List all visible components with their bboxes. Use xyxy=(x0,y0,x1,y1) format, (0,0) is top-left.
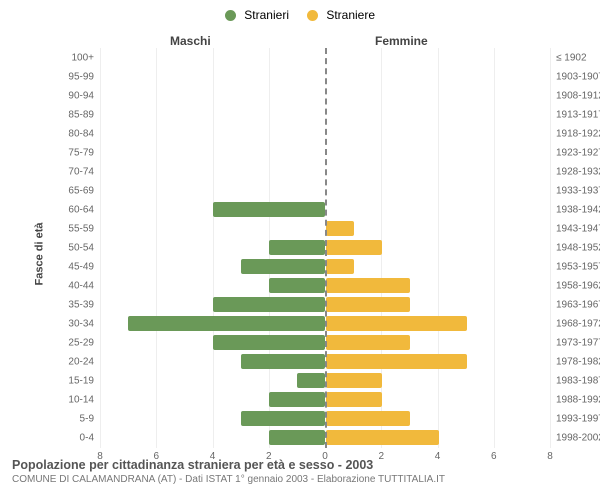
age-label: 45-49 xyxy=(68,261,94,272)
birth-label: 1988-1992 xyxy=(556,394,600,405)
bar-female xyxy=(326,392,382,407)
birth-label: 1968-1972 xyxy=(556,318,600,329)
bar-female xyxy=(326,411,410,426)
legend-label-male: Stranieri xyxy=(244,8,289,22)
y-axis-label-left: Fasce di età xyxy=(33,223,45,286)
birth-label: 1973-1977 xyxy=(556,337,600,348)
legend-item-female: Straniere xyxy=(307,8,375,22)
bar-female xyxy=(326,316,467,331)
legend: Stranieri Straniere xyxy=(0,4,600,26)
age-label: 30-34 xyxy=(68,318,94,329)
age-label: 10-14 xyxy=(68,394,94,405)
bar-male xyxy=(128,316,325,331)
birth-label: 1948-1952 xyxy=(556,242,600,253)
bar-male xyxy=(213,297,326,312)
chart-subtitle: COMUNE DI CALAMANDRANA (AT) - Dati ISTAT… xyxy=(12,474,588,485)
birth-label: 1923-1927 xyxy=(556,147,600,158)
bar-male xyxy=(269,240,325,255)
bar-male xyxy=(241,354,325,369)
chart-title: Popolazione per cittadinanza straniera p… xyxy=(12,458,588,472)
bar-female xyxy=(326,221,354,236)
birth-label: 1953-1957 xyxy=(556,261,600,272)
bar-female xyxy=(326,278,410,293)
birth-label: 1933-1937 xyxy=(556,185,600,196)
bar-male xyxy=(269,278,325,293)
bar-male xyxy=(269,430,325,445)
bar-female xyxy=(326,240,382,255)
bar-male xyxy=(297,373,325,388)
birth-label: ≤ 1902 xyxy=(556,52,587,63)
birth-label: 1943-1947 xyxy=(556,223,600,234)
bar-female xyxy=(326,430,439,445)
chart-footer: Popolazione per cittadinanza straniera p… xyxy=(12,458,588,485)
bar-female xyxy=(326,335,410,350)
birth-label: 1978-1982 xyxy=(556,356,600,367)
bar-male xyxy=(213,335,326,350)
column-title-male: Maschi xyxy=(170,34,211,48)
y-ticks-age: 100+ 95-99 90-94 85-89 80-84 75-79 70-74 65-69 6… xyxy=(50,48,94,448)
age-label: 65-69 xyxy=(68,185,94,196)
age-label: 5-9 xyxy=(80,413,94,424)
age-label: 20-24 xyxy=(68,356,94,367)
bar-male xyxy=(213,202,326,217)
age-label: 70-74 xyxy=(68,166,94,177)
age-label: 100+ xyxy=(71,52,94,63)
plot-area: Fasce di età Anni di nascita 100+95-9990… xyxy=(50,48,550,448)
bar-male xyxy=(241,411,325,426)
age-label: 55-59 xyxy=(68,223,94,234)
birth-label: 1918-1922 xyxy=(556,128,600,139)
legend-swatch-female xyxy=(307,10,318,21)
birth-label: 1913-1917 xyxy=(556,109,600,120)
bar-male xyxy=(269,392,325,407)
birth-label: 1993-1997 xyxy=(556,413,600,424)
age-label: 35-39 xyxy=(68,299,94,310)
age-label: 50-54 xyxy=(68,242,94,253)
birth-label: 1983-1987 xyxy=(556,375,600,386)
age-label: 85-89 xyxy=(68,109,94,120)
legend-label-female: Straniere xyxy=(326,8,375,22)
bar-male xyxy=(241,259,325,274)
birth-label: 1958-1962 xyxy=(556,280,600,291)
birth-label: 1928-1932 xyxy=(556,166,600,177)
birth-label: 1908-1912 xyxy=(556,90,600,101)
column-title-female: Femmine xyxy=(375,34,428,48)
age-label: 60-64 xyxy=(68,204,94,215)
age-label: 40-44 xyxy=(68,280,94,291)
bar-female xyxy=(326,354,467,369)
legend-swatch-male xyxy=(225,10,236,21)
y-ticks-birth: ≤ 1902 1903-1907 1908-1912 1913-1917 1918-19… xyxy=(556,48,600,448)
center-line xyxy=(325,48,327,448)
legend-item-male: Stranieri xyxy=(225,8,289,22)
age-label: 15-19 xyxy=(68,375,94,386)
bar-female xyxy=(326,297,410,312)
birth-label: 1998-2002 xyxy=(556,432,600,443)
age-label: 0-4 xyxy=(80,432,94,443)
birth-label: 1938-1942 xyxy=(556,204,600,215)
age-label: 90-94 xyxy=(68,90,94,101)
population-pyramid-chart: Stranieri Straniere Maschi Femmine Fasce… xyxy=(0,4,600,504)
bar-female xyxy=(326,373,382,388)
age-label: 25-29 xyxy=(68,337,94,348)
birth-label: 1963-1967 xyxy=(556,299,600,310)
age-label: 75-79 xyxy=(68,147,94,158)
birth-label: 1903-1907 xyxy=(556,71,600,82)
age-label: 95-99 xyxy=(68,71,94,82)
bar-female xyxy=(326,259,354,274)
age-label: 80-84 xyxy=(68,128,94,139)
